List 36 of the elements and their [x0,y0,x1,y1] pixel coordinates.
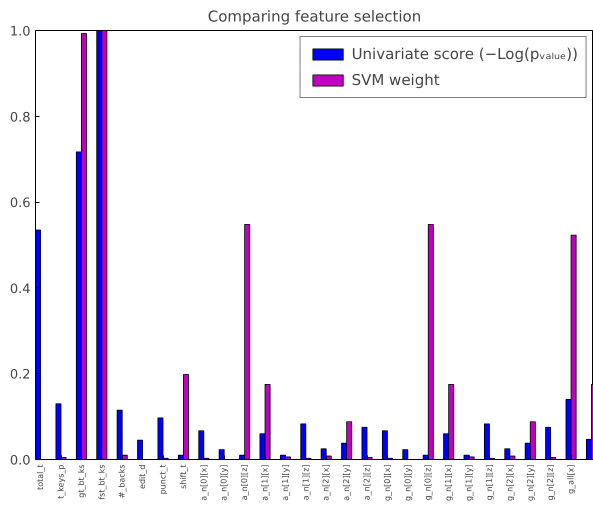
x-tick-label: g_n[2][x] [505,464,514,501]
x-tick-label: g_n[0][z] [424,464,433,500]
y-tick-label: 0.6 [10,196,31,212]
x-tick-label: a_n[1][x] [260,464,270,501]
legend-label: SVM weight [352,71,440,89]
x-tick-label: g_n[1][z] [484,464,494,500]
x-tick-label: #_backs [118,464,127,498]
x-tick-label: a_n[1][z] [301,464,310,500]
x-tick-label: g_n[1][y] [464,464,474,501]
x-tick-label: a_n[0][x] [199,464,208,501]
x-tick-label: fst_bt_ks [97,464,106,500]
x-tick-label: g_all[x] [566,464,576,494]
x-tick-label: g_n[1][x] [444,464,454,501]
chart-title: Comparing feature selection [208,8,422,26]
y-tick-label: 0.2 [10,368,31,383]
y-tick-label: 0.4 [10,282,31,297]
x-tick-label: punct_t [158,464,168,494]
x-tick-label: gt_bt_ks [76,464,86,498]
x-tick-label: edit_d [138,464,148,489]
y-tick-label: 0.8 [10,110,31,126]
x-tick-label: a_n[0][z] [240,464,250,500]
x-tick-label: g_n[2][z] [546,464,556,500]
x-tick-label: shift_t [178,464,188,489]
x-tick-label: t_keys_p [56,464,66,499]
x-tick-label: total_t [36,464,46,490]
x-tick-label: a_n[0][y] [220,464,229,501]
x-tick-label: a_n[2][x] [322,464,331,501]
x-tick-label: g_n[0][y] [403,464,412,501]
y-tick-label: 1.0 [10,24,31,40]
x-tick-label: g_n[2][y] [526,464,535,501]
x-tick-label: a_n[2][y] [342,464,352,501]
x-tick-label: a_n[2][z] [362,464,372,500]
legend-label: Univariate score (−Log(pᵥₐₗᵤₑ)) [352,45,578,63]
y-tick-label: 0.0 [10,454,31,468]
x-tick-label: g_n[0][x] [382,464,392,501]
x-tick-label: a_n[1][y] [280,464,290,501]
